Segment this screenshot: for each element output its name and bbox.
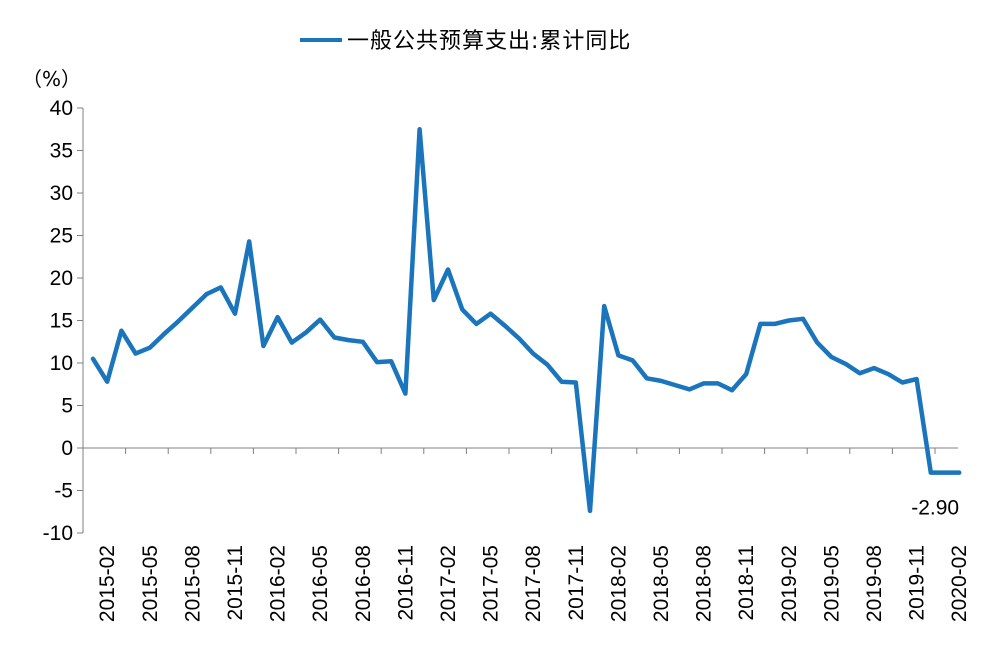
x-tick-label: 2016-05: [309, 545, 332, 622]
x-tick-label: 2015-05: [139, 545, 162, 622]
y-tick-label: 5: [61, 395, 73, 418]
plot-area: -2.90: [90, 127, 962, 520]
legend-label: 一般公共预算支出:累计同比: [347, 29, 631, 54]
x-tick-label: 2019-11: [906, 545, 929, 621]
x-tick-label: 2017-02: [437, 545, 460, 622]
x-tick-label: 2018-08: [693, 545, 716, 622]
x-tick-label: 2015-08: [181, 545, 204, 622]
y-tick-label: 10: [50, 352, 73, 375]
y-tick-label: 35: [50, 140, 73, 163]
end-data-label: -2.90: [911, 497, 959, 520]
series-line: [90, 127, 962, 514]
y-tick-label: 25: [50, 225, 73, 248]
y-tick-label: -5: [54, 480, 73, 503]
y-tick-label: 30: [50, 182, 73, 205]
y-axis-unit-label: （%）: [22, 67, 81, 91]
x-tick-label: 2020-02: [948, 545, 971, 622]
x-tick-label: 2016-08: [352, 545, 375, 622]
y-tick-label: 15: [50, 310, 73, 333]
x-tick-label: 2015-11: [224, 545, 247, 621]
y-tick-label: -10: [43, 522, 73, 545]
x-tick-label: 2018-02: [607, 545, 630, 622]
y-tick-label: 0: [61, 437, 73, 460]
x-tick-label: 2016-02: [267, 545, 290, 622]
x-tick-label: 2016-11: [394, 545, 417, 621]
x-tick-label: 2019-08: [863, 545, 886, 622]
x-tick-label: 2017-05: [480, 545, 503, 622]
x-tick-label: 2018-11: [735, 545, 758, 621]
x-tick-label: 2019-02: [778, 545, 801, 622]
x-axis: 2015-02 2015-05 2015-08 2015-11 2016-02 2016-…: [82, 447, 971, 622]
x-tick-label: 2017-11: [565, 545, 588, 621]
y-axis: -10 -5 0 5 10 15 20 25 30 35 40: [43, 97, 84, 545]
x-tick-label: 2015-02: [96, 545, 119, 622]
x-tick-label: 2017-08: [522, 545, 545, 622]
x-tick-label: 2019-05: [820, 545, 843, 622]
x-tick-label: 2018-05: [650, 545, 673, 622]
y-tick-label: 40: [50, 97, 73, 120]
legend: 一般公共预算支出:累计同比: [300, 29, 631, 54]
y-tick-label: 20: [50, 267, 73, 290]
